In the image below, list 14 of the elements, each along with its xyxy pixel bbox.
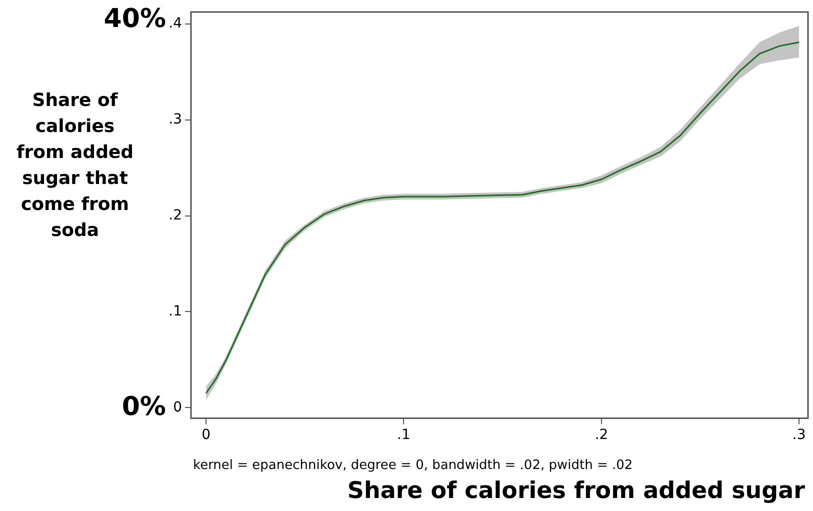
x-tick-label: .1	[397, 427, 410, 444]
text: 40%	[104, 4, 166, 34]
text: kernel = epanechnikov, degree = 0, bandwidth = .02, pwidth = .02	[193, 458, 633, 473]
y-tick-label: .4	[168, 16, 182, 32]
y-axis-title: Share of calories from added sugar that come from soda	[15, 89, 135, 243]
x-tick-label: 0	[202, 427, 210, 444]
x-tick-label: .3	[792, 427, 806, 444]
y-tick-label: 0	[173, 399, 182, 416]
y-tick-label: .3	[168, 112, 182, 128]
x-tick-label: .2	[594, 427, 608, 444]
text: 0%	[122, 392, 166, 422]
x-axis-title: Share of calories from added sugar	[347, 478, 805, 504]
y-tick-label: .2	[168, 207, 182, 224]
y-tick-label: .1	[168, 303, 182, 320]
